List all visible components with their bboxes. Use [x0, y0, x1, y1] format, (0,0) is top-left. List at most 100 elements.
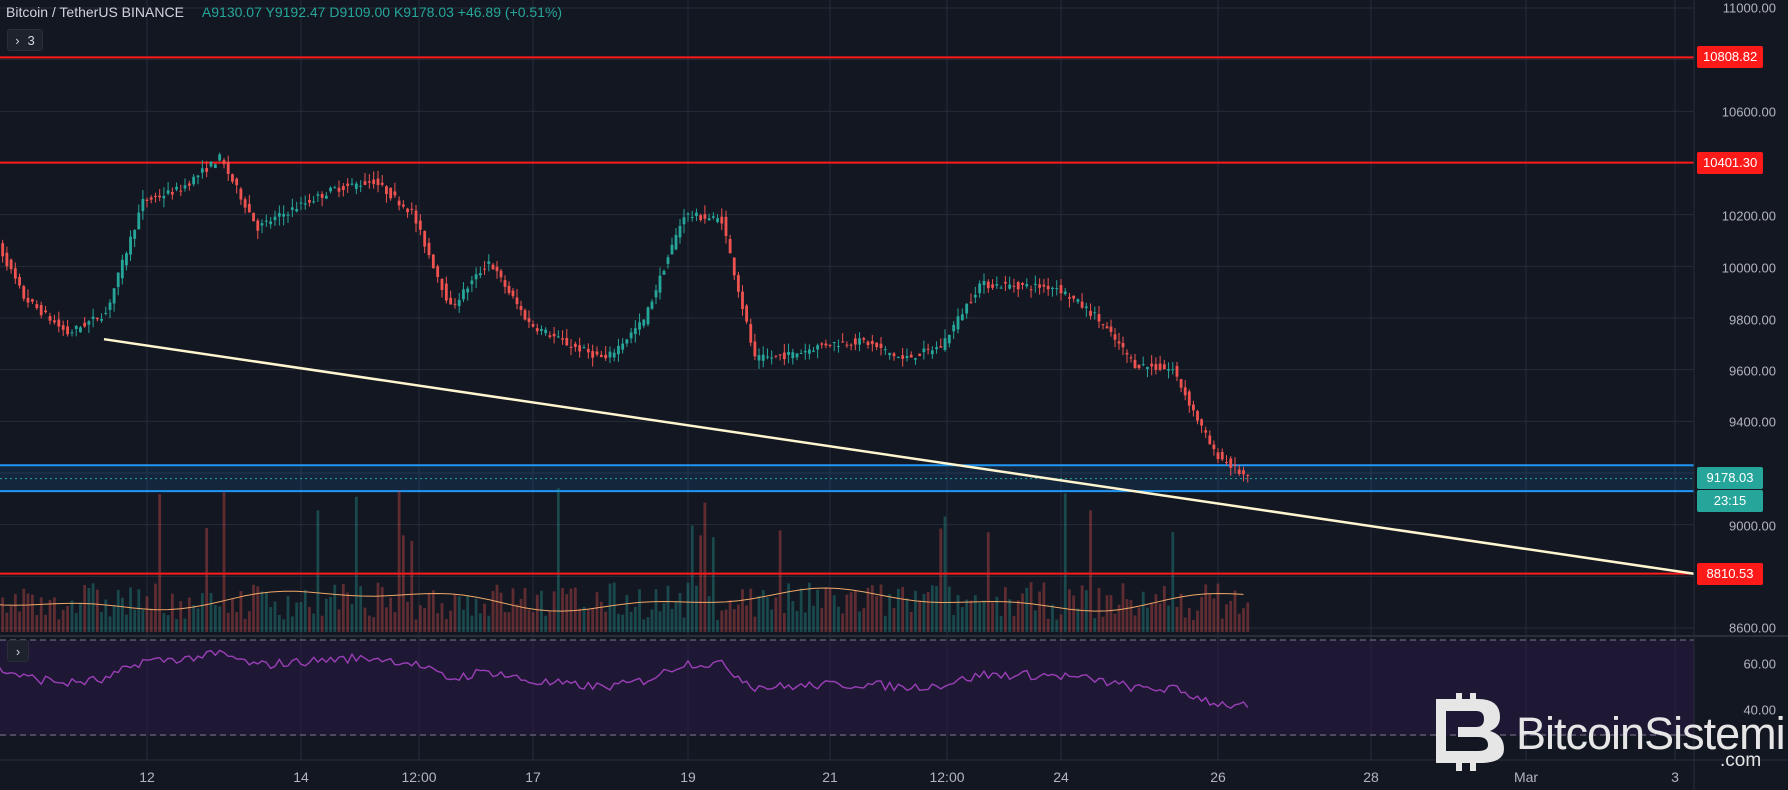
volume-bar: [845, 594, 849, 632]
candle-body: [973, 294, 977, 298]
volume-bar: [1093, 618, 1097, 632]
candle-body: [527, 318, 531, 323]
candle-body: [1212, 444, 1216, 450]
candle-body: [625, 339, 629, 344]
volume-bar: [535, 594, 539, 632]
candle-body: [686, 213, 690, 215]
volume-bar: [901, 586, 905, 632]
candle-body: [162, 196, 166, 199]
candle-body: [1192, 404, 1195, 411]
volume-bar: [909, 611, 913, 632]
volume-bar: [540, 590, 543, 632]
candle-body: [638, 322, 641, 330]
volume-bar: [133, 609, 137, 632]
candle-body: [175, 186, 178, 190]
volume-bar: [427, 593, 431, 632]
volume-bar: [617, 613, 620, 632]
candle-body: [1033, 283, 1037, 285]
volume-bar: [654, 589, 658, 632]
volume-bar: [18, 611, 21, 632]
volume-bar: [1246, 602, 1250, 632]
volume-bar: [466, 595, 470, 632]
volume-bar: [612, 582, 616, 632]
volume-bar: [397, 490, 401, 632]
volume-bar: [431, 590, 435, 632]
candle-body: [918, 353, 922, 356]
volume-bar: [277, 614, 281, 632]
candle-body: [183, 185, 187, 189]
time-axis-label: 3: [1671, 769, 1679, 785]
candle-body: [1179, 379, 1183, 388]
candle-body: [423, 230, 427, 247]
volume-bar: [978, 602, 982, 632]
candle-body: [235, 178, 239, 186]
volume-moving-average: [0, 587, 1244, 612]
candle-body: [1046, 285, 1050, 290]
support-level-tag[interactable]: 8810.53: [1697, 563, 1763, 585]
candle-body: [799, 353, 803, 355]
candle-body: [308, 200, 311, 203]
resistance-level-tag[interactable]: 10401.30: [1697, 152, 1764, 174]
candle-body: [166, 190, 170, 194]
volume-bar: [930, 585, 934, 632]
candle-body: [1101, 324, 1105, 326]
volume-bar: [799, 588, 803, 632]
candle-body: [341, 186, 345, 190]
candle-body: [1171, 369, 1175, 371]
volume-bar: [380, 586, 384, 632]
volume-bar: [812, 605, 815, 632]
volume-bar: [573, 587, 577, 632]
volume-bar: [324, 598, 328, 632]
price-axis-label: 9000.00: [1729, 518, 1776, 534]
candle-body: [449, 297, 453, 305]
volume-bar: [1196, 610, 1199, 632]
volume-bar: [862, 608, 866, 632]
volume-bar: [57, 619, 61, 632]
volume-bar: [9, 605, 13, 632]
bar-countdown-tag: 23:15: [1697, 490, 1763, 512]
volume-bar: [79, 602, 82, 632]
candle-body: [474, 274, 478, 280]
volume-bar: [519, 598, 523, 632]
volume-bar: [162, 613, 166, 632]
volume-bar: [552, 591, 556, 632]
volume-bar: [154, 583, 157, 632]
volume-bar: [507, 612, 511, 632]
volume-bar: [478, 613, 482, 632]
candle-body: [1220, 451, 1224, 460]
candle-body: [1158, 363, 1162, 370]
candle-body: [1196, 410, 1199, 421]
volume-bar: [770, 609, 774, 632]
candle-body: [866, 341, 870, 345]
volume-bar: [48, 599, 52, 632]
candle-body: [1072, 295, 1076, 299]
volume-bar: [1012, 615, 1016, 632]
volume-bar: [74, 613, 78, 632]
candle-body: [31, 299, 34, 302]
volume-bar: [474, 598, 478, 632]
volume-bar: [699, 535, 703, 632]
candle-body: [909, 354, 913, 358]
candle-body: [787, 351, 790, 355]
candle-body: [290, 207, 294, 210]
volume-bar: [707, 596, 711, 632]
candle-body: [149, 197, 153, 200]
candle-body: [862, 338, 866, 340]
candle-body: [849, 344, 853, 346]
volume-bar: [158, 494, 162, 632]
volume-bar: [782, 612, 786, 632]
volume-bar: [837, 606, 840, 632]
symbol-title[interactable]: Bitcoin / TetherUS BINANCE: [6, 4, 184, 20]
time-axis-label: 12:00: [401, 769, 437, 785]
indicators-toggle-button[interactable]: › 3: [7, 29, 43, 51]
volume-bar: [235, 612, 239, 632]
candle-body: [44, 310, 47, 313]
volume-bar: [1167, 605, 1170, 632]
rsi-toggle-button[interactable]: ›: [7, 640, 29, 662]
candle-body: [674, 234, 678, 250]
volume-bar: [849, 592, 853, 632]
volume-bar: [470, 615, 474, 632]
resistance-level-tag[interactable]: 10808.82: [1697, 46, 1764, 68]
volume-bar: [453, 594, 457, 632]
